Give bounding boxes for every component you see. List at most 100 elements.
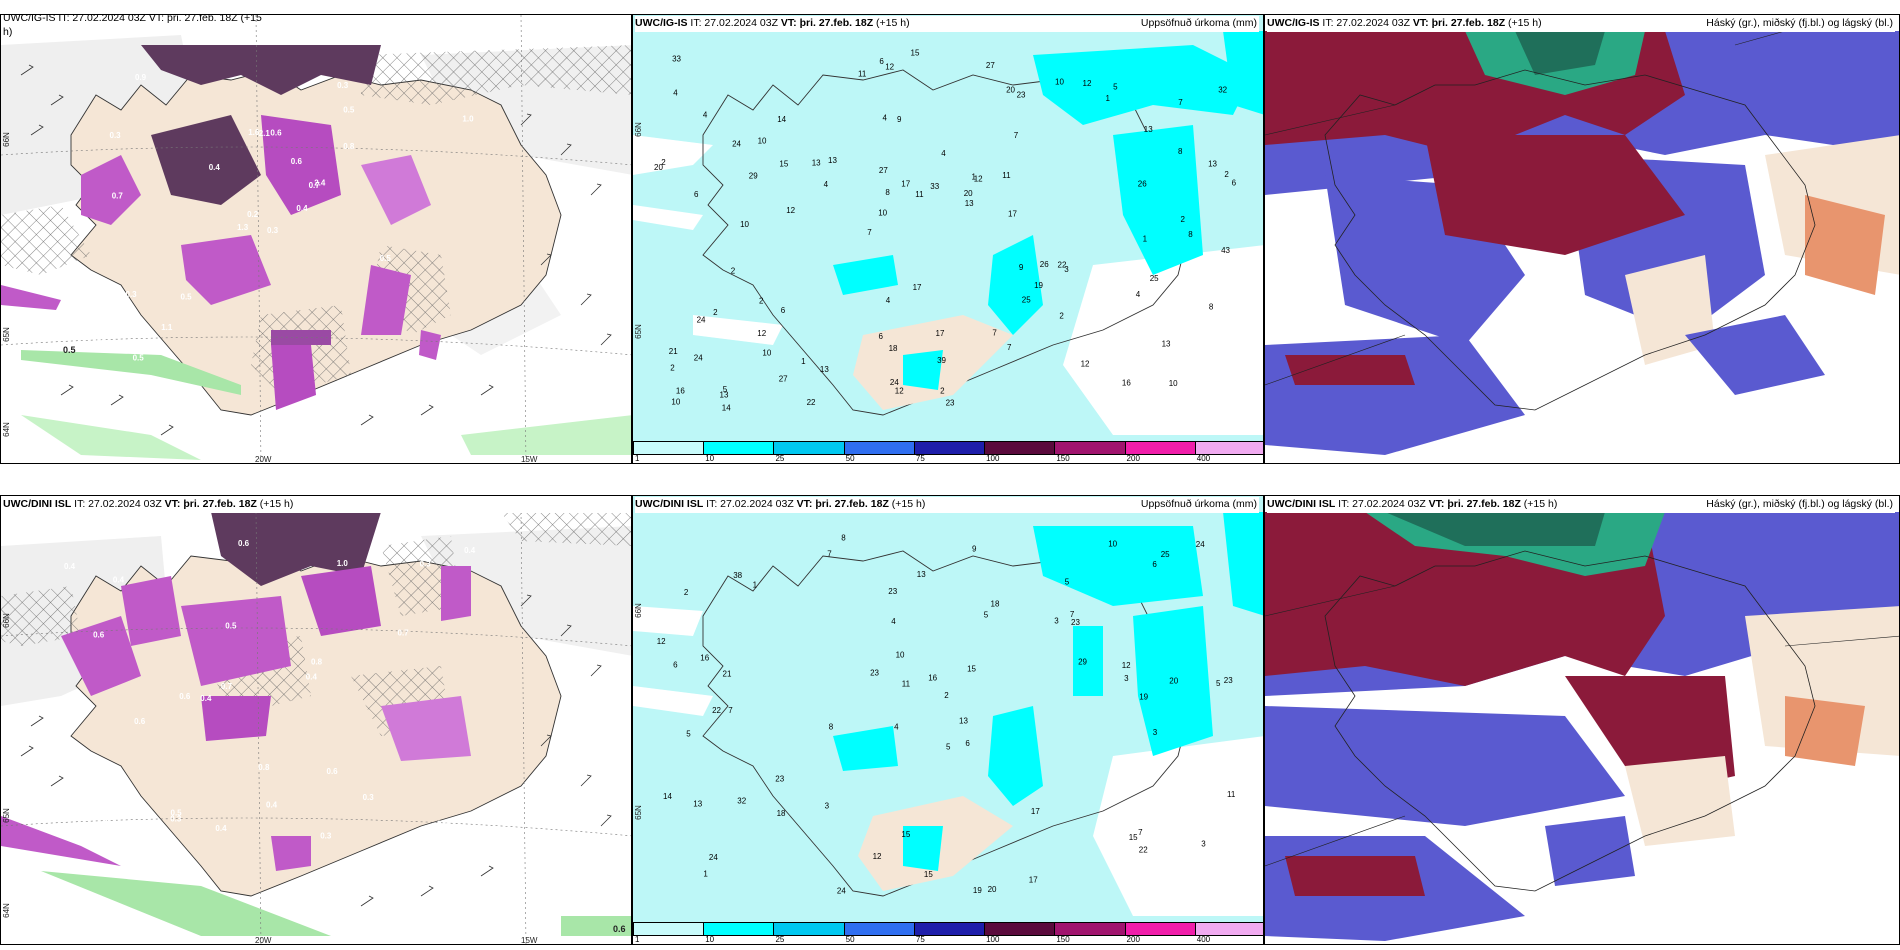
precip-value-label: 3 — [1124, 674, 1129, 683]
precip-value-label: 29 — [749, 172, 758, 181]
precip-contour-label: 0.4 — [464, 546, 476, 555]
precip-value-label: 32 — [1218, 86, 1227, 95]
precip-contour-label: 0.3 — [320, 831, 332, 840]
precip-contour-label: 1.0 — [455, 349, 467, 358]
map-wind-precip: 0.40.30.50.30.20.40.60.90.60.50.30.40.70… — [1, 511, 631, 944]
precip-value-label: 2 — [1224, 170, 1229, 179]
precip-contour-label: 0.7 — [309, 181, 321, 190]
precip-value-label: 4 — [824, 180, 829, 189]
precip-value-label: 23 — [1071, 618, 1080, 627]
precip-value-label: 17 — [936, 329, 945, 338]
precip-contour-label: 0.8 — [343, 142, 355, 151]
precip-contour-label: 0.9 — [437, 819, 449, 828]
issue-time: IT: 27.02.2024 03Z — [706, 498, 794, 510]
precip-value-label: 11 — [902, 680, 911, 689]
precip-value-label: 6 — [673, 661, 678, 670]
precip-contour-label: 0.4 — [209, 163, 221, 172]
precip-value-label: 6 — [879, 57, 884, 66]
legend-swatch — [1124, 441, 1196, 455]
precip-value-label: 18 — [991, 599, 1000, 608]
panel-header: UWC/IG-IS IT: 27.02.2024 03Z VT: þri. 27… — [1267, 16, 1895, 32]
legend-swatch — [1054, 922, 1126, 936]
legend-tick-label: 25 — [775, 935, 785, 944]
contour-label: 0.5 — [63, 345, 76, 355]
panel-bottom-left: UWC/DINI ISL IT: 27.02.2024 03Z VT: þri.… — [0, 495, 632, 945]
precip-contour-label: 0.6 — [291, 157, 303, 166]
precip-value-label: 4 — [1136, 290, 1141, 299]
precip-value-label: 11 — [1227, 790, 1236, 799]
map-accum-precip: 1067775442132109123412698106814106161322… — [633, 31, 1263, 441]
precip-value-label: 1 — [753, 580, 758, 589]
precip-value-label: 13 — [1162, 340, 1171, 349]
precip-value-label: 13 — [720, 390, 729, 399]
precip-value-label: 6 — [879, 332, 884, 341]
precip-value-label: 10 — [758, 137, 767, 146]
legend-tick-label: 1 — [635, 454, 640, 463]
model-name: UWC/IG-IS — [635, 17, 688, 29]
precip-value-label: 4 — [703, 111, 708, 120]
land-iceland — [702, 69, 1194, 416]
legend-swatch — [1054, 441, 1126, 455]
precip-value-label: 24 — [697, 316, 706, 325]
precip-value-label: 33 — [930, 182, 939, 191]
legend-swatch — [913, 441, 986, 455]
panel-bottom-mid: UWC/DINI ISL IT: 27.02.2024 03Z VT: þri.… — [632, 495, 1264, 945]
issue-time: IT: 27.02.2024 03Z — [74, 498, 162, 510]
precip-value-label: 12 — [873, 852, 882, 861]
valid-time: VT: þri. 27.feb. 18Z — [780, 17, 874, 29]
precip-value-label: 15 — [779, 159, 788, 168]
precip-value-label: 4 — [941, 149, 946, 158]
precip-value-label: 21 — [669, 347, 678, 356]
lead-time: (+15 h) — [891, 498, 926, 510]
precip-value-label: 24 — [1196, 540, 1205, 549]
precip-contour-label: 0.6 — [134, 717, 146, 726]
precip-value-label: 16 — [676, 387, 685, 396]
precip-value-label: 10 — [762, 348, 771, 357]
legend-swatch — [1124, 922, 1196, 936]
precip-value-label: 1 — [1106, 94, 1111, 103]
field-name: Háský (gr.), miðský (fj.bl.) og lágský (… — [1706, 498, 1893, 510]
precip-value-label: 38 — [733, 571, 742, 580]
precip-value-label: 17 — [1008, 210, 1017, 219]
precip-value-label: 5 — [723, 385, 728, 394]
lead-time: (+15 h) — [1523, 498, 1558, 510]
legend-swatch — [913, 922, 986, 936]
land-iceland — [702, 550, 1194, 897]
precip-value-label: 6 — [1152, 560, 1157, 569]
precip-value-label: 6 — [781, 306, 786, 315]
legend-swatch — [703, 441, 775, 455]
precip-contour-label: 0.3 — [170, 814, 182, 823]
precip-value-label: 7 — [1007, 343, 1012, 352]
precip-value-label: 10 — [896, 650, 905, 659]
panel-top-mid: UWC/IG-IS IT: 27.02.2024 03Z VT: þri. 27… — [632, 14, 1264, 464]
precip-value-label: 24 — [890, 378, 899, 387]
model-name: UWC/DINI ISL — [3, 498, 72, 510]
panel-header: UWC/DINI ISL IT: 27.02.2024 03Z VT: þri.… — [635, 497, 1259, 513]
precip-value-label: 2 — [944, 691, 949, 700]
precip-value-label: 7 — [867, 228, 872, 237]
precip-value-label: 9 — [897, 115, 902, 124]
legend-swatch — [773, 441, 845, 455]
precip-value-label: 15 — [967, 664, 976, 673]
precip-value-label: 13 — [917, 570, 926, 579]
precip-value-label: 4 — [673, 89, 678, 98]
precip-value-label: 2 — [940, 386, 945, 395]
lat-label-64n: 64N — [1, 903, 11, 918]
precip-value-label: 10 — [1055, 78, 1064, 87]
precip-value-label: 23 — [775, 775, 784, 784]
legend-swatch — [843, 441, 915, 455]
precip-contour-label: 0.3 — [363, 793, 375, 802]
precip-value-label: 10 — [671, 398, 680, 407]
precip-value-label: 16 — [700, 654, 709, 663]
precip-value-label: 2 — [759, 296, 764, 305]
precip-value-label: 1 — [703, 869, 708, 878]
precip-value-label: 12 — [885, 63, 894, 72]
precip-value-label: 13 — [1208, 160, 1217, 169]
precip-contour-label: 0.2 — [247, 210, 259, 219]
legend-tick-label: 150 — [1056, 935, 1070, 944]
precip-value-label: 19 — [1034, 281, 1043, 290]
precip-contour-label: 1.1 — [161, 323, 173, 332]
panel-header: UWC/IG-IS IT: 27.02.2024 03Z VT: þri. 27… — [635, 16, 1259, 32]
precip-value-label: 43 — [1221, 246, 1230, 255]
